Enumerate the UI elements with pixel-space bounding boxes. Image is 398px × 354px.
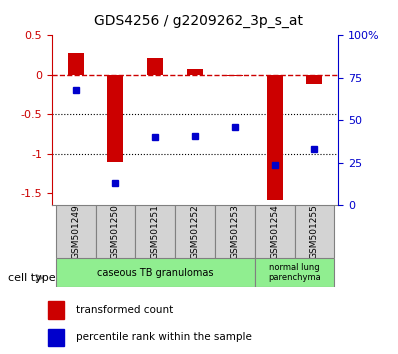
FancyBboxPatch shape [255,205,295,258]
Bar [147,58,163,75]
Bar [68,53,84,75]
Bar [48,329,64,346]
Text: GSM501255: GSM501255 [310,204,319,259]
Bar [107,75,123,162]
Text: transformed count: transformed count [76,305,173,315]
Text: GSM501252: GSM501252 [191,205,199,259]
FancyBboxPatch shape [175,205,215,258]
Bar [48,301,64,319]
FancyBboxPatch shape [135,205,175,258]
Text: GSM501251: GSM501251 [151,204,160,259]
Text: GSM501253: GSM501253 [230,204,239,259]
FancyBboxPatch shape [215,205,255,258]
Text: GDS4256 / g2209262_3p_s_at: GDS4256 / g2209262_3p_s_at [94,14,304,28]
FancyBboxPatch shape [295,205,334,258]
FancyBboxPatch shape [56,205,96,258]
Text: normal lung
parenchyma: normal lung parenchyma [268,263,321,282]
Text: caseous TB granulomas: caseous TB granulomas [97,268,213,278]
FancyBboxPatch shape [96,205,135,258]
Text: GSM501254: GSM501254 [270,205,279,259]
Bar [187,69,203,75]
Text: GSM501250: GSM501250 [111,204,120,259]
Bar [306,75,322,84]
FancyBboxPatch shape [255,258,334,287]
Bar [267,75,283,200]
Bar [227,75,243,76]
Text: GSM501249: GSM501249 [71,205,80,259]
Text: percentile rank within the sample: percentile rank within the sample [76,332,252,342]
FancyBboxPatch shape [56,258,255,287]
Text: cell type: cell type [8,273,56,283]
